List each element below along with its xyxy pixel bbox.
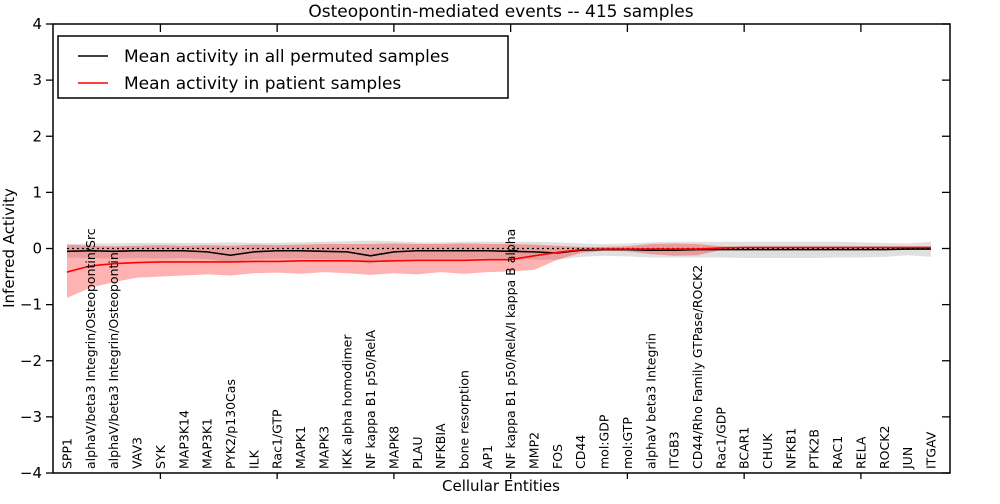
x-axis-label: Cellular Entities <box>442 477 560 495</box>
x-category-label: alphaV/beta3 Integrin/Osteopontin <box>106 252 121 469</box>
legend: Mean activity in all permuted samples Me… <box>57 35 509 99</box>
x-category-label: NFKB1 <box>783 428 798 469</box>
x-category-label: ROCK2 <box>877 426 892 469</box>
x-category-label: Rac1/GTP <box>270 409 285 469</box>
x-category-label: ILK <box>246 449 261 469</box>
legend-box <box>57 35 509 99</box>
y-tick-label: −2 <box>20 352 42 370</box>
x-category-label: CHUK <box>760 433 775 469</box>
x-category-label: MAPK1 <box>293 426 308 469</box>
patient-mean-line <box>66 246 931 273</box>
x-category-label: ITGB3 <box>667 431 682 469</box>
x-category-label: MAPK3 <box>316 426 331 469</box>
y-tick-label: −1 <box>20 296 42 314</box>
x-category-label: PTK2B <box>807 429 822 469</box>
x-category-label: NF kappa B1 p50/RelA <box>363 329 378 469</box>
y-tick-label: 3 <box>32 71 42 89</box>
confidence-bands <box>67 240 931 298</box>
patient-band <box>67 243 931 298</box>
x-category-label: VAV3 <box>130 437 145 469</box>
x-category-label: BCAR1 <box>737 427 752 469</box>
x-category-label: RAC1 <box>830 436 845 469</box>
permuted-mean-line <box>66 248 931 257</box>
x-category-label: CD44/Rho Family GTPase/ROCK2 <box>690 265 705 469</box>
x-category-label: MAP3K1 <box>200 418 215 469</box>
x-category-label: FOS <box>550 444 565 469</box>
axis-ticks <box>46 23 950 479</box>
x-category-label: mol:GDP <box>597 414 612 469</box>
x-category-label: RELA <box>853 436 868 469</box>
legend-label-permuted: Mean activity in all permuted samples <box>124 47 449 67</box>
x-category-label: bone resorption <box>456 370 471 469</box>
y-tick-labels: 4 3 2 1 0 −1 −2 −3 −4 <box>20 15 42 482</box>
x-category-label: CD44 <box>573 435 588 469</box>
x-category-label: MAP3K14 <box>176 410 191 469</box>
x-category-label: SPP1 <box>60 438 75 469</box>
x-category-label: alphaV/beta3 Integrin/Osteopontin/Src <box>83 228 98 469</box>
x-category-label: IKK alpha homodimer <box>340 334 355 469</box>
x-category-label: Rac1/GDP <box>713 407 728 469</box>
x-category-label: PLAU <box>410 437 425 470</box>
x-category-label: SYK <box>153 444 168 469</box>
series-lines <box>66 246 931 273</box>
x-category-label: alphaV beta3 Integrin <box>643 333 658 469</box>
y-tick-label: 4 <box>32 15 42 33</box>
x-category-label: NF kappa B1 p50/RelA/I kappa B alpha <box>503 229 518 469</box>
y-tick-label: −4 <box>20 464 42 482</box>
x-category-label: MAPK8 <box>386 426 401 469</box>
x-category-labels: SPP1 alphaV/beta3 Integrin/Osteopontin/Sr… <box>60 228 939 470</box>
x-category-label: AP1 <box>480 445 495 469</box>
y-tick-label: 2 <box>32 127 42 145</box>
permuted-band <box>67 240 931 264</box>
x-category-label: PYK2/p130Cas <box>223 379 238 469</box>
x-category-label: NFKBIA <box>433 423 448 469</box>
y-tick-label: −3 <box>20 408 42 426</box>
x-category-label: mol:GTP <box>620 417 635 469</box>
y-tick-label: 1 <box>32 183 42 201</box>
x-category-label: MMP2 <box>527 432 542 469</box>
x-category-label: ITGAV <box>923 431 938 469</box>
y-axis-label: Inferred Activity <box>0 188 18 308</box>
plot-frame <box>52 23 951 474</box>
y-tick-label: 0 <box>32 240 42 258</box>
x-category-label: JUN <box>900 447 915 470</box>
legend-label-patient: Mean activity in patient samples <box>124 74 401 94</box>
chart-title: Osteopontin-mediated events -- 415 sampl… <box>308 2 693 22</box>
